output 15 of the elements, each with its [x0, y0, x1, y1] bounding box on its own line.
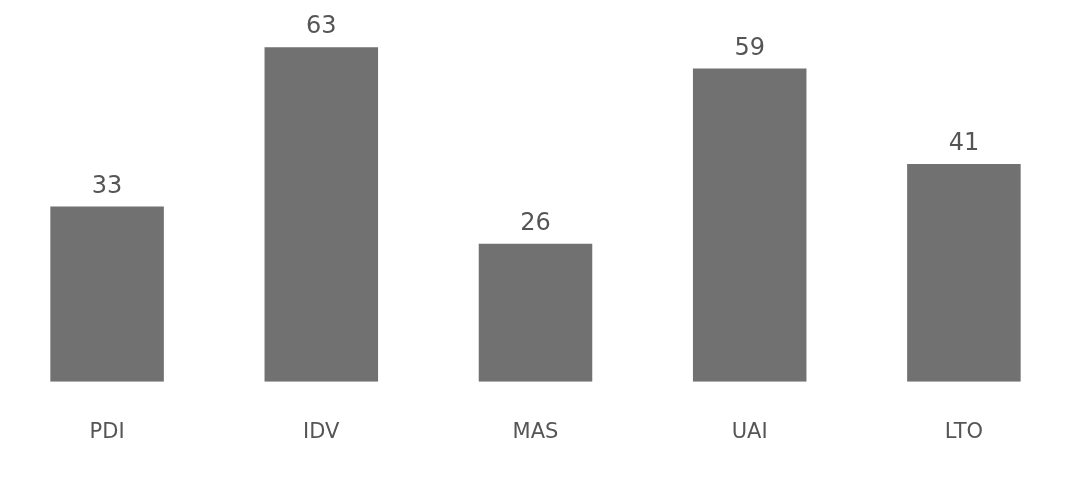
data-label: 41 [948, 128, 980, 157]
x-tick-label: UAI [731, 418, 768, 443]
x-tick-label: IDV [303, 418, 341, 443]
x-tick-label: LTO [944, 418, 983, 443]
bar [50, 206, 164, 382]
data-label: 63 [306, 11, 337, 40]
data-label: 26 [520, 207, 551, 236]
bar [264, 47, 379, 382]
x-tick-label: MAS [512, 418, 559, 443]
data-label: 59 [734, 32, 765, 61]
bar [692, 68, 807, 382]
data-label: 33 [91, 170, 123, 199]
x-tick-label: PDI [89, 418, 125, 443]
bar [478, 243, 593, 382]
bar [907, 164, 1021, 382]
